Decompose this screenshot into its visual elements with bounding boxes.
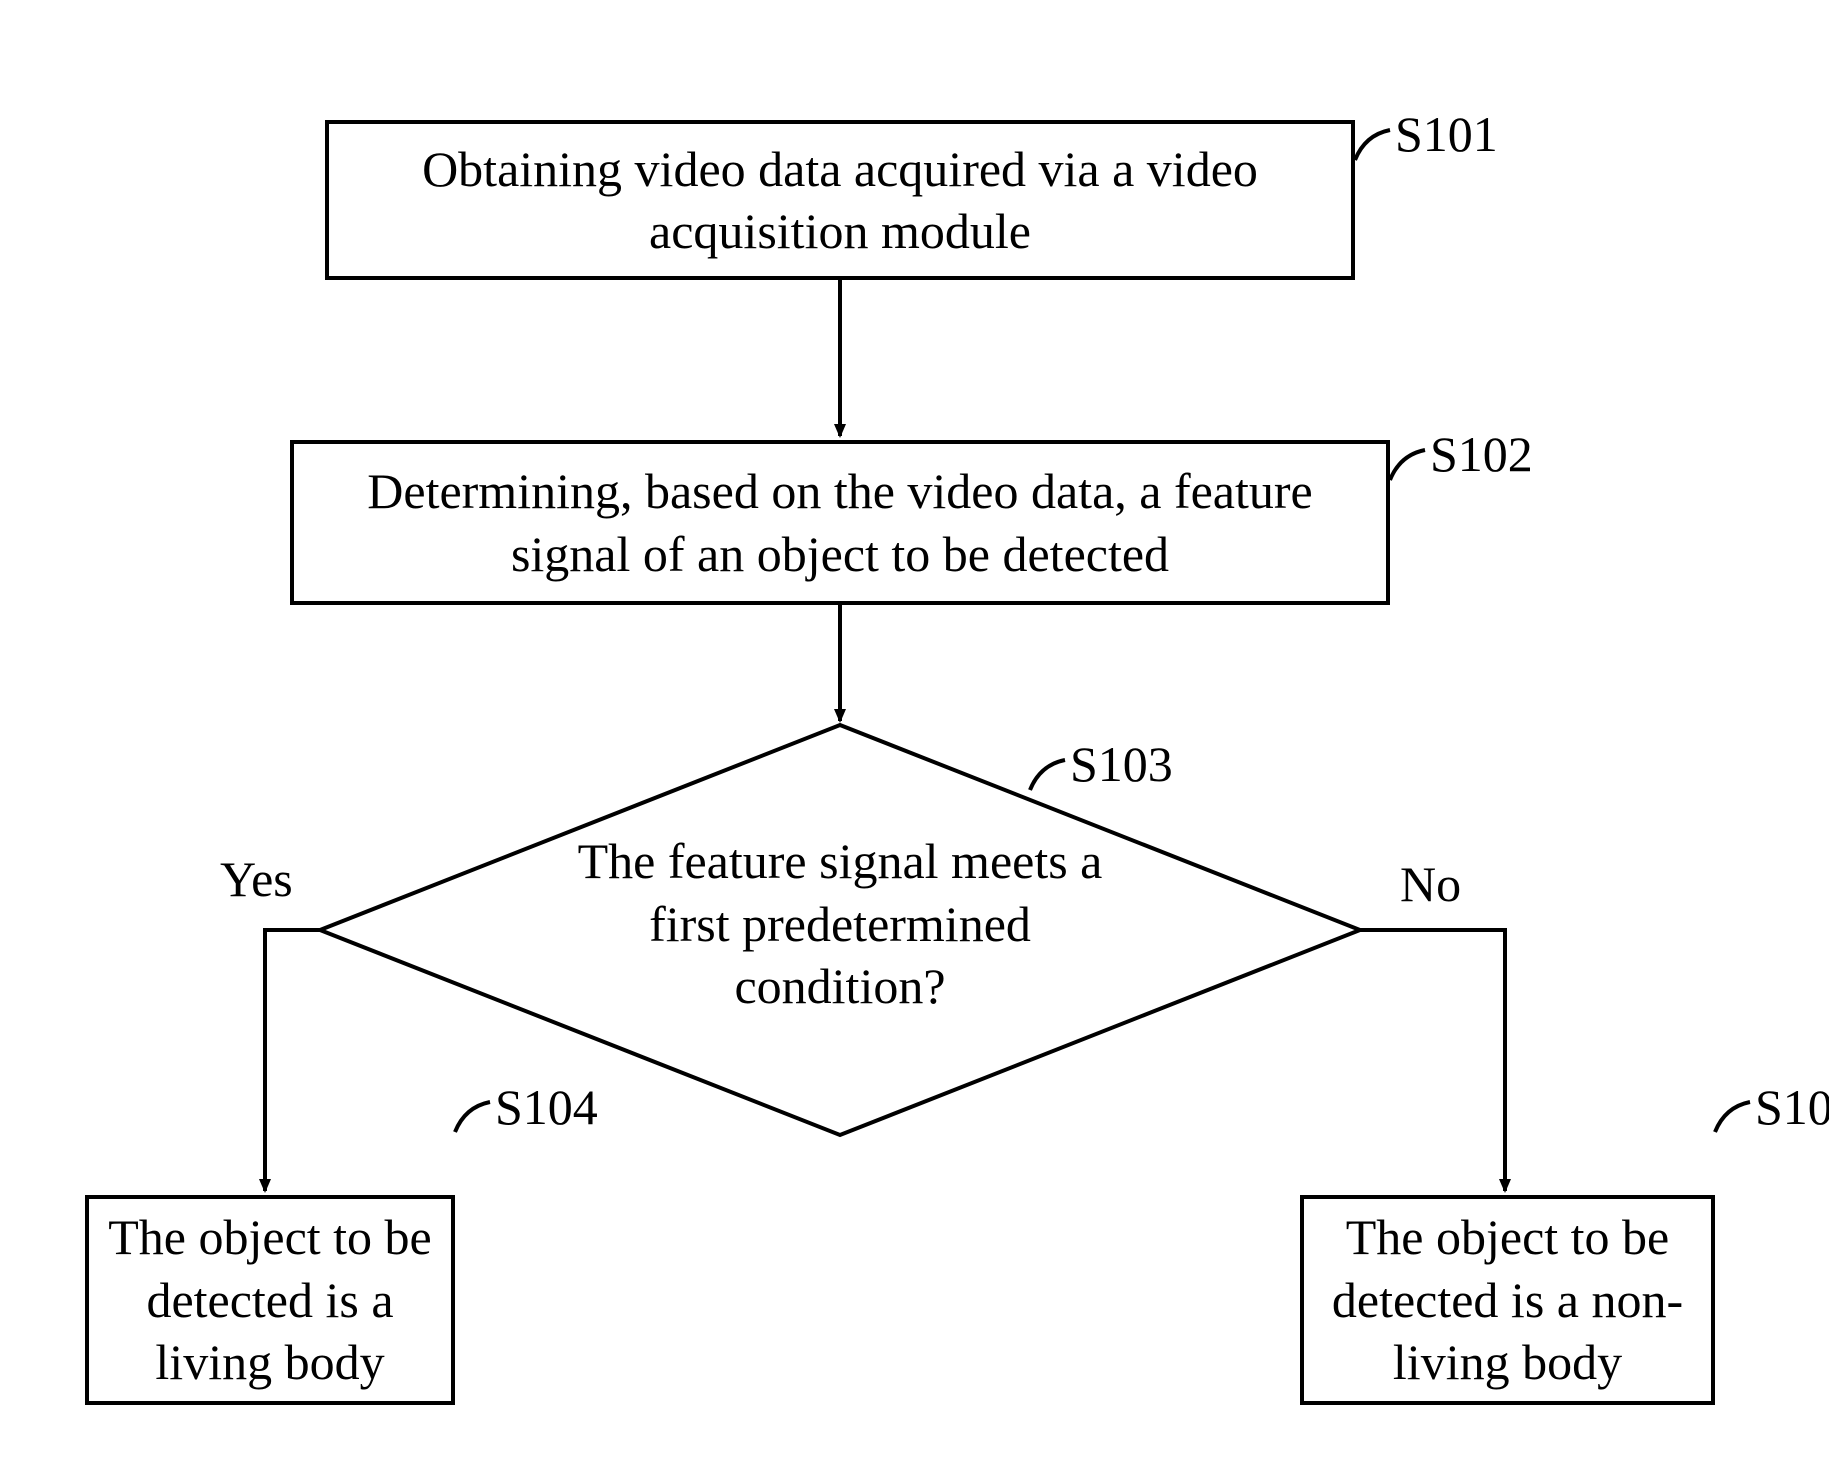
process-s101: Obtaining video data acquired via a vide… (325, 120, 1355, 280)
step-label-s104: S104 (495, 1078, 598, 1136)
process-s104: The object to be detected is a living bo… (85, 1195, 455, 1405)
branch-label-yes: Yes (220, 850, 293, 908)
label-hook-s102 (1390, 450, 1425, 480)
label-hook-s104 (455, 1102, 490, 1132)
edge-s103-s105 (1360, 930, 1505, 1191)
label-hook-s101 (1355, 130, 1390, 160)
label-hook-s103 (1030, 760, 1065, 790)
label-hook-s105 (1715, 1102, 1750, 1132)
process-s102: Determining, based on the video data, a … (290, 440, 1390, 605)
step-label-s103: S103 (1070, 735, 1173, 793)
step-label-s102: S102 (1430, 425, 1533, 483)
process-s105-text: The object to be detected is a non-livin… (1304, 1200, 1711, 1400)
branch-label-no: No (1400, 855, 1461, 913)
process-s104-text: The object to be detected is a living bo… (89, 1200, 451, 1400)
process-s101-text: Obtaining video data acquired via a vide… (329, 132, 1351, 269)
edge-s103-s104 (265, 930, 320, 1191)
process-s105: The object to be detected is a non-livin… (1300, 1195, 1715, 1405)
decision-s103-text: The feature signal meets a first predete… (560, 830, 1120, 1018)
step-label-s101: S101 (1395, 105, 1498, 163)
step-label-s105: S105 (1755, 1078, 1829, 1136)
process-s102-text: Determining, based on the video data, a … (294, 454, 1386, 591)
